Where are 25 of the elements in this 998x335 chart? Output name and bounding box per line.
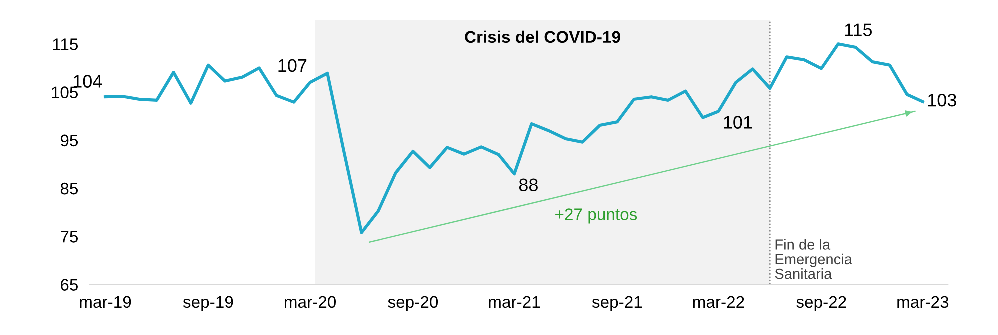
x-tick-label: mar-19 xyxy=(80,296,132,308)
x-tick-label: mar-21 xyxy=(489,296,540,308)
band-label: Crisis del COVID-19 xyxy=(465,30,620,44)
x-tick-label: mar-23 xyxy=(898,296,949,308)
y-tick-label: 115 xyxy=(53,38,78,50)
x-tick-label: mar-22 xyxy=(693,296,744,308)
y-tick-label: 75 xyxy=(61,231,78,243)
annotation: +27 puntos xyxy=(556,208,638,224)
data-label: 107 xyxy=(278,59,307,72)
y-tick-label: 105 xyxy=(52,86,78,98)
x-tick-label: mar-20 xyxy=(284,296,336,308)
line-series xyxy=(104,42,924,234)
x-tick-label: sep-19 xyxy=(183,296,234,312)
data-label: 88 xyxy=(519,178,538,192)
y-tick-label: 85 xyxy=(60,182,78,195)
data-label: 101 xyxy=(724,116,752,129)
data-label: 115 xyxy=(845,24,872,36)
x-tick-label: sep-21 xyxy=(592,296,642,312)
data-label: 103 xyxy=(928,94,956,107)
y-tick-label: 65 xyxy=(61,279,78,291)
y-tick-label: 95 xyxy=(60,134,78,147)
ref-line-label: Fin de la Emergencia Sanitaria xyxy=(775,239,852,280)
x-tick-label: sep-22 xyxy=(796,296,846,312)
data-label: 104 xyxy=(74,75,102,88)
x-tick-label: sep-20 xyxy=(388,296,438,312)
